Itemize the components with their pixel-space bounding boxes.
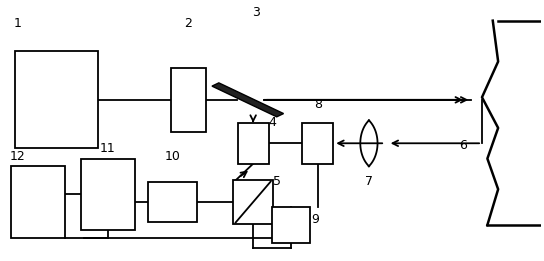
Bar <box>233 180 273 224</box>
Bar <box>302 123 333 164</box>
Bar <box>11 166 65 238</box>
Text: 2: 2 <box>184 17 193 30</box>
Text: 11: 11 <box>100 142 116 155</box>
Text: 1: 1 <box>14 17 22 30</box>
Bar <box>272 207 310 243</box>
Bar <box>148 182 196 222</box>
Text: 4: 4 <box>268 116 276 129</box>
Text: 9: 9 <box>311 213 319 226</box>
Text: 8: 8 <box>314 98 322 111</box>
Text: 12: 12 <box>10 150 26 163</box>
Bar <box>81 159 135 230</box>
Text: 5: 5 <box>274 175 281 188</box>
Text: 3: 3 <box>252 7 260 20</box>
Text: 10: 10 <box>164 150 180 163</box>
Bar <box>171 68 206 132</box>
Text: 6: 6 <box>459 139 467 152</box>
Polygon shape <box>212 83 283 117</box>
Bar <box>15 51 98 149</box>
Bar <box>238 123 269 164</box>
Text: 7: 7 <box>365 175 373 188</box>
